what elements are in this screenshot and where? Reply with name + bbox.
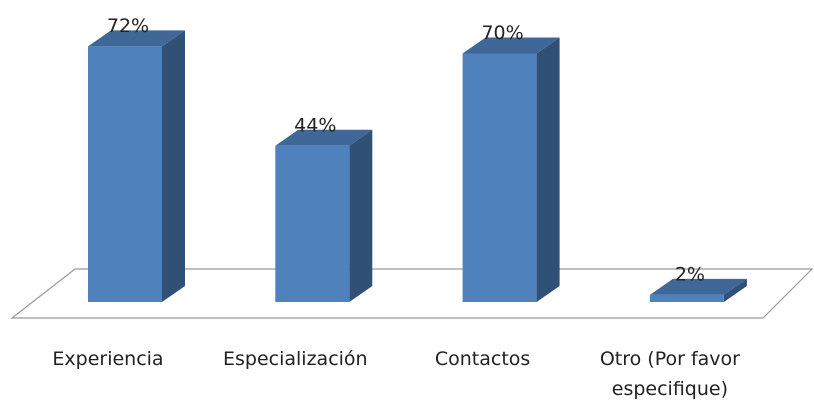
bar-top: [649, 278, 747, 295]
value-label: 44%: [294, 114, 336, 136]
bar-top: [462, 37, 560, 54]
category-label: Otro (Por favor especifique): [599, 348, 740, 400]
category-label: Especialización: [223, 348, 368, 370]
bar: [275, 129, 373, 302]
floor: [10, 268, 814, 319]
bar-front: [275, 145, 350, 302]
bar: [649, 278, 747, 302]
bar: [462, 37, 560, 302]
value-label: 72%: [107, 15, 149, 37]
bar-front: [462, 53, 537, 302]
value-label: 2%: [675, 263, 705, 285]
bar-top: [275, 129, 373, 146]
category-label: Experiencia: [52, 348, 164, 370]
bar-side: [162, 30, 185, 303]
bar: [88, 30, 185, 303]
category-label: Contactos: [434, 348, 531, 370]
bar-side: [536, 37, 560, 302]
bar-side: [723, 278, 747, 302]
bar-front: [649, 294, 724, 302]
bar-side: [349, 129, 373, 302]
bar-front: [88, 46, 162, 303]
value-label: 70%: [481, 22, 523, 44]
bar-top: [88, 30, 185, 47]
